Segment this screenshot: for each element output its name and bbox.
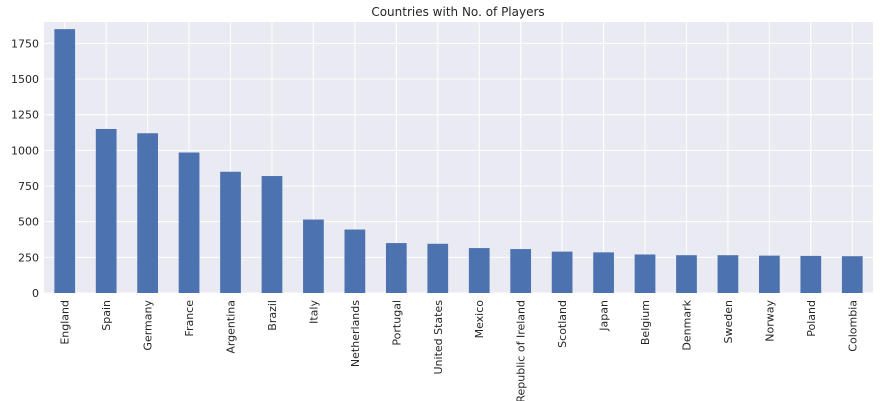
bar-united-states bbox=[427, 243, 449, 293]
bar-norway bbox=[759, 255, 780, 293]
x-tick-label: Republic of Ireland bbox=[515, 300, 528, 401]
bar-belgium bbox=[634, 254, 656, 293]
x-tick-label: Argentina bbox=[225, 300, 238, 354]
bar-france bbox=[178, 152, 200, 293]
bar-england bbox=[54, 29, 76, 293]
y-tick-label: 1250 bbox=[11, 109, 39, 122]
chart-title: Countries with No. of Players bbox=[371, 5, 544, 19]
y-tick-label: 1000 bbox=[11, 144, 39, 157]
bar-mexico bbox=[468, 248, 490, 293]
bar-japan bbox=[593, 252, 614, 293]
x-tick-label: Spain bbox=[100, 300, 113, 331]
x-tick-label: Poland bbox=[805, 300, 818, 337]
x-tick-label: Belgium bbox=[639, 300, 652, 345]
x-tick-label: Sweden bbox=[722, 300, 735, 343]
bar-poland bbox=[800, 255, 822, 293]
x-tick-label: Netherlands bbox=[349, 300, 362, 367]
bar-sweden bbox=[717, 255, 739, 293]
plot-area bbox=[44, 22, 873, 293]
y-tick-label: 0 bbox=[32, 287, 39, 300]
x-tick-label: Brazil bbox=[266, 300, 279, 331]
bar-spain bbox=[95, 128, 117, 293]
y-tick-label: 1750 bbox=[11, 37, 39, 50]
x-tick-label: Colombia bbox=[846, 300, 859, 352]
y-tick-label: 500 bbox=[18, 216, 39, 229]
x-tick-label: United States bbox=[432, 300, 445, 375]
x-tick-label: Portugal bbox=[390, 300, 403, 346]
bar-colombia bbox=[841, 256, 863, 293]
bar-netherlands bbox=[344, 229, 366, 293]
x-tick-label: France bbox=[183, 300, 196, 337]
y-axis-ticks: 0 250 500 750 1000 1250 1500 1750 bbox=[11, 37, 39, 300]
bar-denmark bbox=[676, 255, 697, 293]
x-tick-label: Germany bbox=[142, 300, 155, 351]
y-tick-label: 250 bbox=[18, 251, 39, 264]
bar-brazil bbox=[261, 176, 283, 293]
bar-republic-of-ireland bbox=[510, 249, 532, 293]
bar-scotland bbox=[551, 251, 573, 293]
x-tick-label: England bbox=[59, 300, 72, 345]
x-tick-label: Norway bbox=[763, 300, 776, 342]
bars bbox=[54, 29, 863, 293]
x-tick-label: Denmark bbox=[680, 299, 693, 350]
bar-germany bbox=[137, 133, 158, 293]
bar-portugal bbox=[385, 243, 407, 293]
bar-italy bbox=[303, 219, 324, 293]
x-tick-label: Scotland bbox=[556, 300, 569, 348]
x-tick-label: Japan bbox=[598, 300, 611, 332]
y-tick-label: 1500 bbox=[11, 73, 39, 86]
y-tick-label: 750 bbox=[18, 180, 39, 193]
x-axis-ticks: England Spain Germany France Argentina Brazil… bbox=[59, 299, 860, 401]
bar-argentina bbox=[220, 171, 241, 293]
x-tick-label: Italy bbox=[307, 300, 320, 324]
x-tick-label: Mexico bbox=[473, 300, 486, 339]
